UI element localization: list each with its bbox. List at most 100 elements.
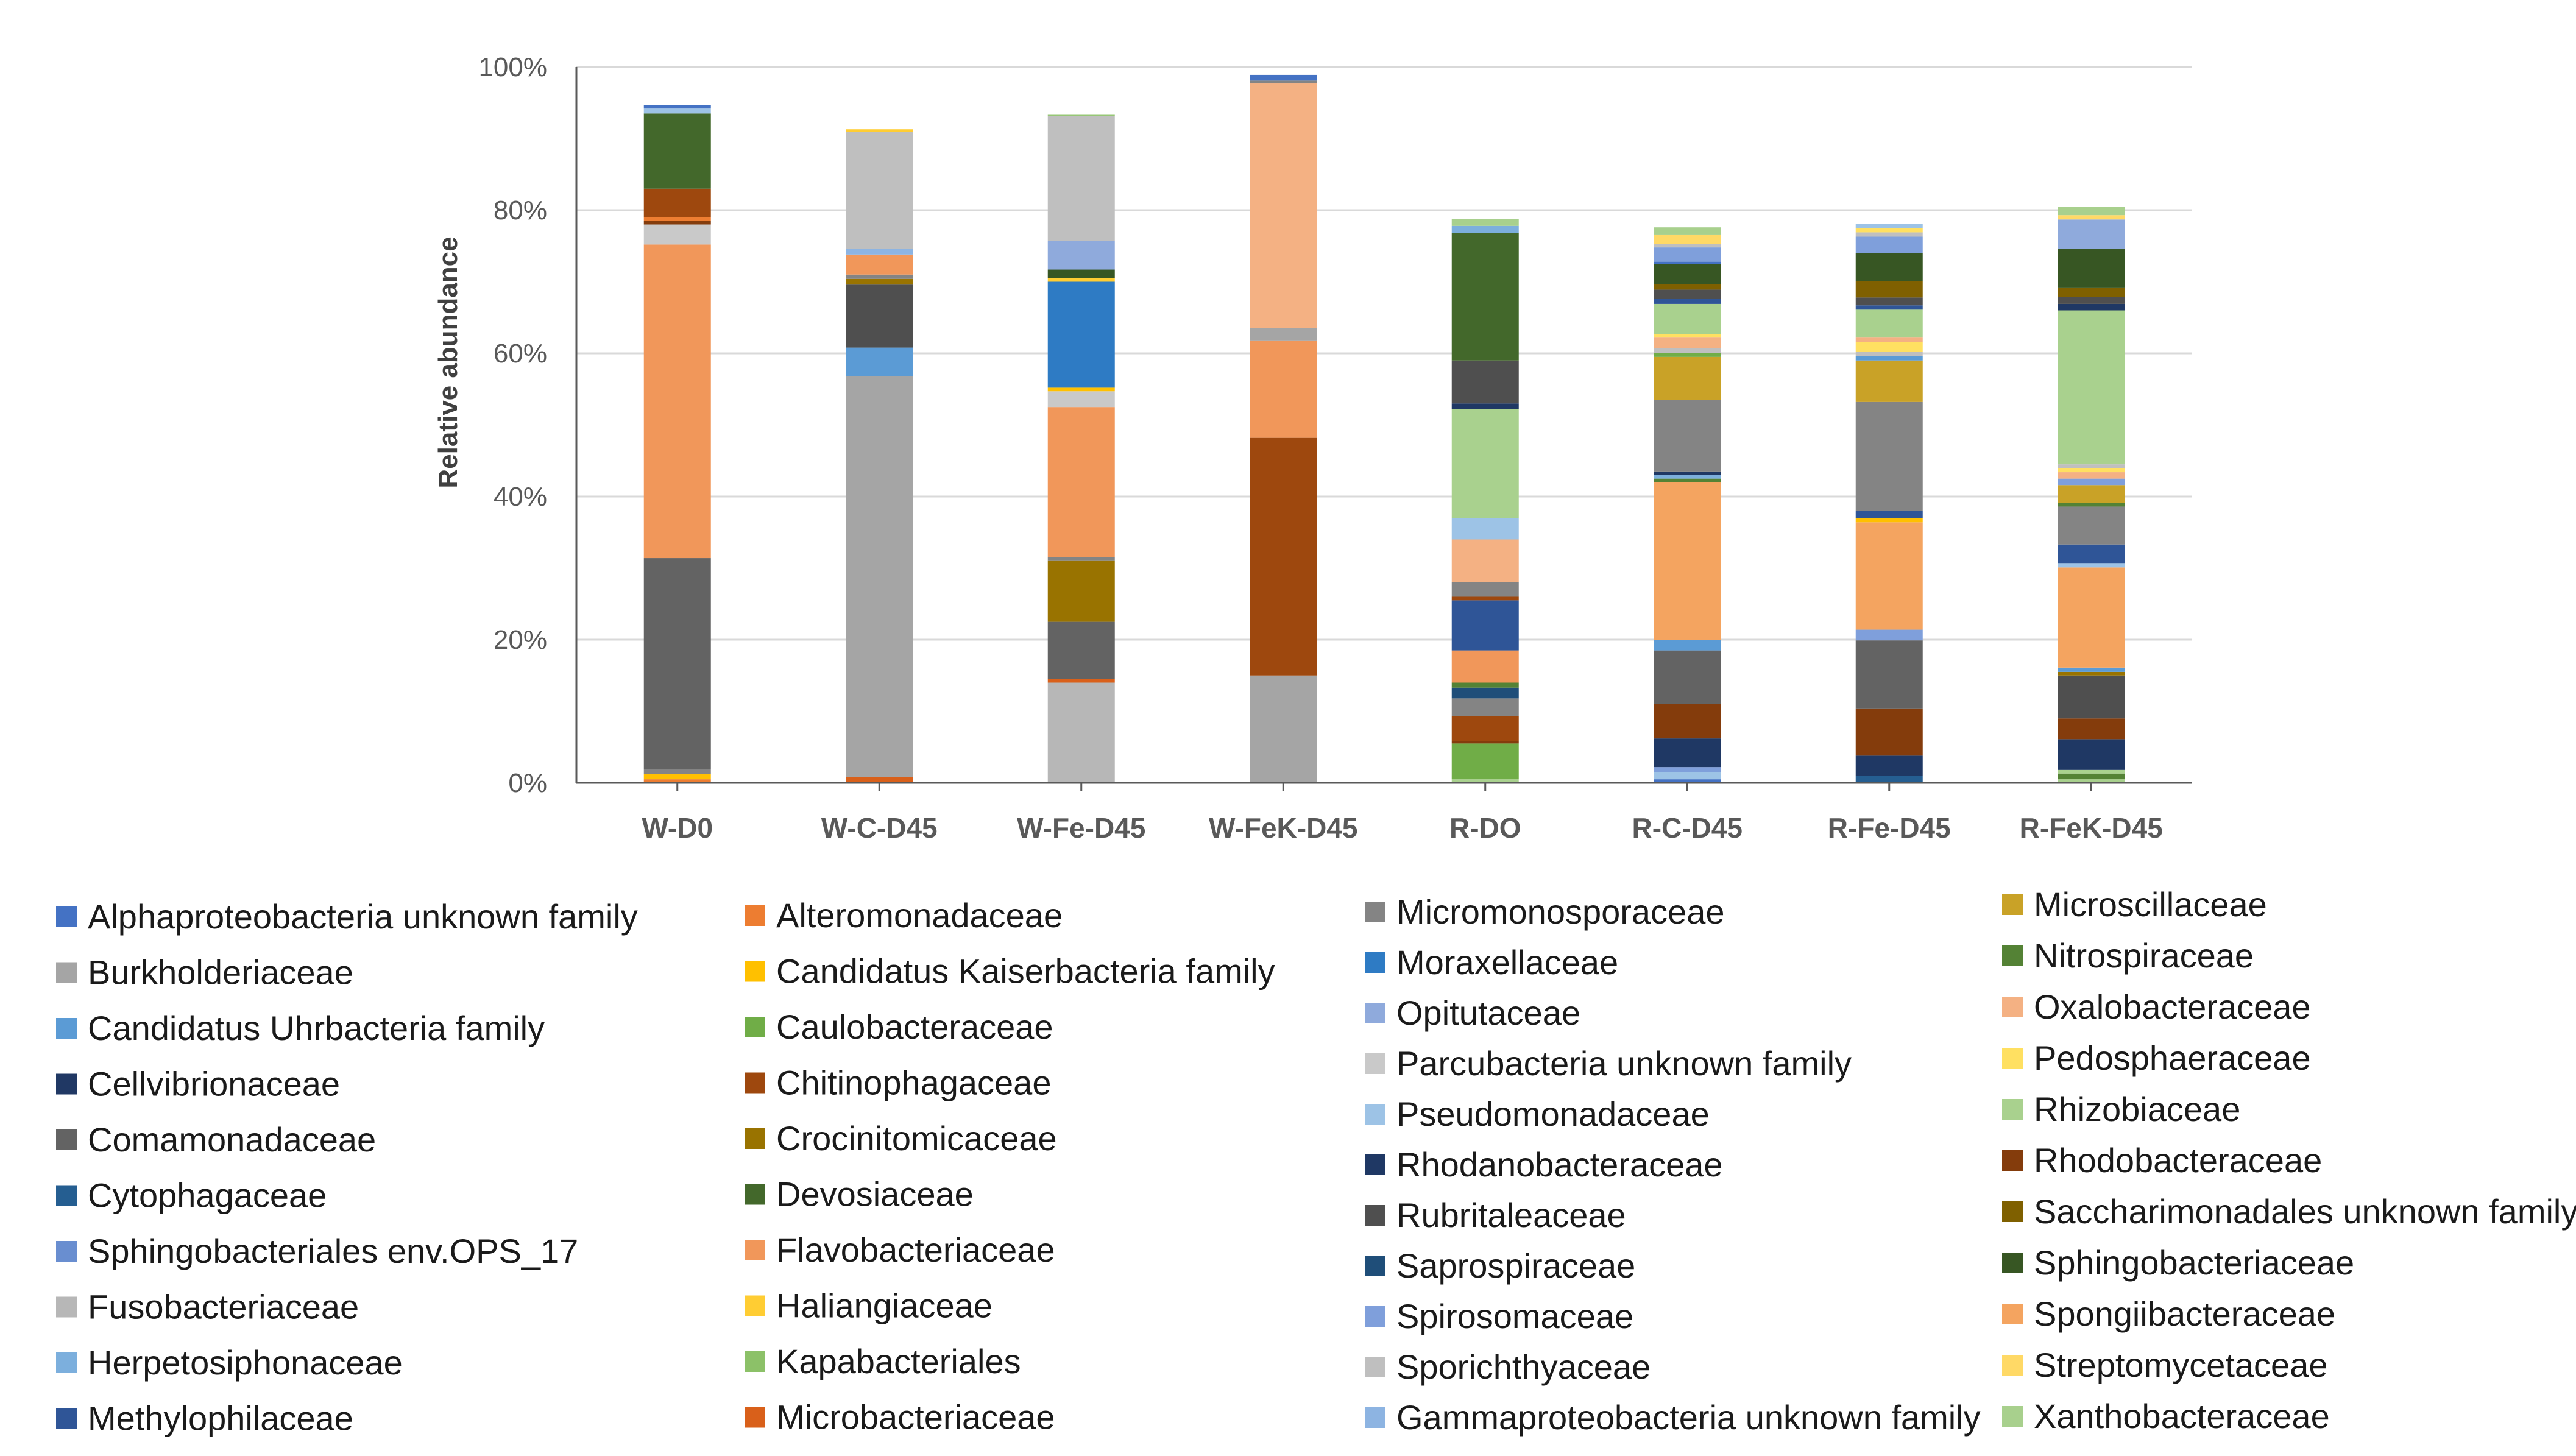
legend-label: Kapabacteriales <box>776 1342 1021 1380</box>
legend-label: Rhizobiaceae <box>2034 1090 2240 1128</box>
bar-segment <box>1654 284 1721 290</box>
bar-segment <box>1654 779 1721 783</box>
legend-label: Herpetosiphonaceae <box>88 1343 403 1382</box>
legend-label: Opitutaceae <box>1396 994 1580 1032</box>
legend-label: Alphaproteobacteria unknown family <box>88 897 638 936</box>
bar-segment <box>643 774 711 780</box>
bar-segment <box>1855 352 1923 356</box>
legend-label: Alteromonadaceae <box>776 896 1063 935</box>
bar-segment <box>2058 773 2125 780</box>
bar-segment <box>1451 225 1519 233</box>
bar-segment <box>1855 776 1923 783</box>
bar-segment <box>2058 779 2125 783</box>
x-tick-label: W-C-D45 <box>821 812 938 844</box>
bar-segment <box>1654 299 1721 304</box>
bar-segment <box>1047 269 1115 278</box>
legend-swatch <box>56 1296 77 1318</box>
bar-segment <box>1250 437 1317 676</box>
bar-segment <box>2058 297 2125 304</box>
bar-segment <box>1855 281 1923 298</box>
bar-segment <box>2058 503 2125 507</box>
bar-segment <box>1250 83 1317 328</box>
bar-segment <box>1047 391 1115 408</box>
bar-segment <box>1451 360 1519 404</box>
legend-swatch <box>1365 1357 1385 1377</box>
bar-segment <box>1047 557 1115 561</box>
legend-swatch <box>56 1185 77 1206</box>
legend-label: Cellvibrionaceae <box>88 1065 340 1103</box>
bar-segment <box>1855 337 1923 342</box>
legend-item: Sphingobacteriales env.OPS_17 <box>56 1232 578 1270</box>
bar-segment <box>1451 233 1519 361</box>
legend-item: Chitinophagaceae <box>745 1064 1051 1102</box>
bar-segment <box>2058 567 2125 668</box>
bar-segment <box>1855 253 1923 281</box>
legend-item: Oxalobacteraceae <box>2002 988 2311 1026</box>
bar-segment <box>1654 261 1721 264</box>
legend-swatch <box>56 962 77 983</box>
legend-label: Saprospiraceae <box>1396 1246 1635 1285</box>
legend-swatch <box>745 961 765 982</box>
bar-segment <box>846 254 913 275</box>
bar-segment <box>1855 228 1923 233</box>
bar-segment <box>1654 247 1721 262</box>
gridlines <box>576 66 2192 784</box>
bars <box>643 74 2125 783</box>
bar-segment <box>2058 287 2125 297</box>
legend-swatch <box>2002 945 2023 966</box>
bar-segment <box>643 224 711 245</box>
legend-label: Cytophagaceae <box>88 1176 327 1215</box>
legend-item: Pedosphaeraceae <box>2002 1039 2311 1077</box>
bar-segment <box>846 376 913 777</box>
legend-swatch <box>745 1017 765 1037</box>
bar-segment <box>643 769 711 774</box>
legend-item: Fusobacteriaceae <box>56 1288 359 1326</box>
legend-label: Sphingobacteriales env.OPS_17 <box>88 1232 578 1270</box>
legend-label: Devosiaceae <box>776 1175 974 1214</box>
bar-segment <box>1654 264 1721 284</box>
bar-segment <box>1855 356 1923 361</box>
bar-segment <box>1654 400 1721 472</box>
bar-stack-R-Fe-D45 <box>1855 224 1923 783</box>
legend-swatch <box>2002 894 2023 915</box>
bar-segment <box>1654 482 1721 640</box>
bar-stack-R-DO <box>1451 219 1519 783</box>
legend-item: Crocinitomicaceae <box>745 1119 1057 1157</box>
y-tick-label: 20% <box>494 625 547 655</box>
legend-item: Parcubacteria unknown family <box>1365 1044 1852 1083</box>
bar-segment <box>1855 755 1923 776</box>
bar-segment <box>1654 303 1721 334</box>
bar-segment <box>1855 236 1923 253</box>
y-axis-ticks: 0% 20% 40% 60% 80% 100% <box>478 52 547 798</box>
bar-segment <box>1451 650 1519 683</box>
bar-segment <box>846 347 913 376</box>
legend-swatch <box>1365 1407 1385 1428</box>
bar-stack-W-C-D45 <box>846 129 913 783</box>
legend-label: Rhodobacteraceae <box>2034 1141 2322 1179</box>
bar-segment <box>2058 718 2125 740</box>
legend-label: Crocinitomicaceae <box>776 1119 1057 1157</box>
legend-item: Haliangiaceae <box>745 1287 993 1325</box>
bar-segment <box>1855 305 1923 310</box>
bar-segment <box>1654 227 1721 235</box>
legend-item: Flavobacteriaceae <box>745 1231 1055 1269</box>
bar-segment <box>1047 241 1115 270</box>
bar-segment <box>2058 485 2125 503</box>
bar-segment <box>643 779 711 783</box>
bar-segment <box>1855 401 1923 511</box>
x-tick-label: R-Fe-D45 <box>1828 812 1951 844</box>
bar-segment <box>846 249 913 255</box>
legend-swatch <box>1365 1256 1385 1276</box>
bar-segment <box>846 129 913 132</box>
x-tick-label: R-DO <box>1449 812 1521 844</box>
legend-swatch <box>2002 1355 2023 1376</box>
bar-segment <box>846 278 913 285</box>
bar-segment <box>1047 387 1115 392</box>
bar-segment <box>2058 769 2125 774</box>
bar-segment <box>1451 600 1519 651</box>
legend-item: Rhizobiaceae <box>2002 1090 2240 1128</box>
legend-item: Comamonadaceae <box>56 1120 376 1159</box>
x-tick-label: R-C-D45 <box>1632 812 1743 844</box>
bar-segment <box>1047 679 1115 683</box>
legend-item: Candidatus Kaiserbacteria family <box>745 952 1275 991</box>
